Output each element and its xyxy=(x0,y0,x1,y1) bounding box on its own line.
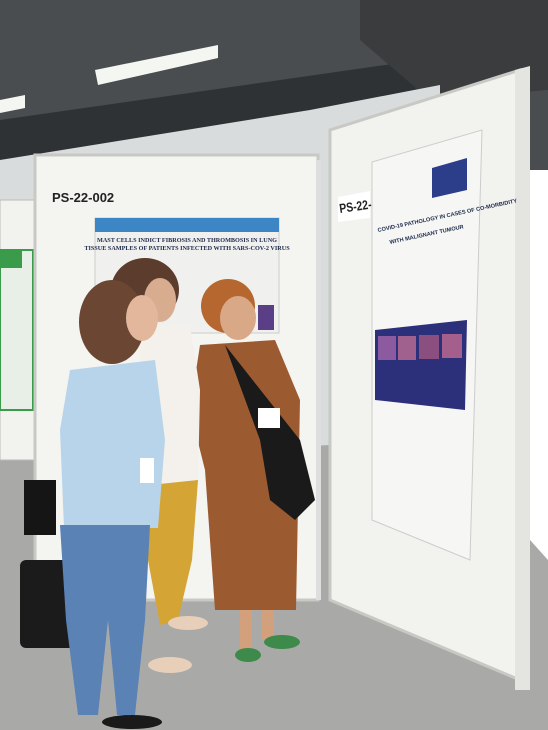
poster-header xyxy=(0,250,22,268)
face xyxy=(220,296,256,340)
trousers xyxy=(148,480,198,625)
board-post xyxy=(316,160,321,600)
leg xyxy=(262,610,274,640)
shoe xyxy=(168,616,208,630)
poster-images xyxy=(375,320,467,410)
shoe xyxy=(102,715,162,729)
poster-header xyxy=(95,218,279,232)
micrograph xyxy=(398,336,416,360)
shoe xyxy=(264,635,300,649)
ceiling-light xyxy=(95,45,218,85)
handbag xyxy=(225,345,315,520)
shoe xyxy=(148,657,192,673)
bag xyxy=(24,480,56,535)
badge xyxy=(258,408,280,428)
top xyxy=(60,360,165,528)
poster-title: TISSUE SAMPLES OF PATIENTS INFECTED WITH… xyxy=(84,245,290,252)
badge xyxy=(140,458,154,483)
board-post xyxy=(515,66,530,690)
leg xyxy=(240,610,252,650)
poster-title: MAST CELLS INDICT FIBROSIS AND THROMBOSI… xyxy=(97,237,277,244)
hair xyxy=(79,280,145,364)
number-card xyxy=(338,191,370,222)
micrograph xyxy=(419,335,439,359)
face xyxy=(126,295,158,341)
poster-far-left xyxy=(0,249,34,411)
ceiling-light xyxy=(0,95,25,113)
poster-image xyxy=(258,305,274,330)
ceiling-beam xyxy=(0,60,420,160)
micrograph xyxy=(442,334,462,358)
micrograph xyxy=(378,336,396,360)
poster-logo xyxy=(432,158,467,198)
shoe xyxy=(235,648,261,662)
jeans xyxy=(60,525,150,715)
board-number: PS-22-002 xyxy=(52,190,114,205)
